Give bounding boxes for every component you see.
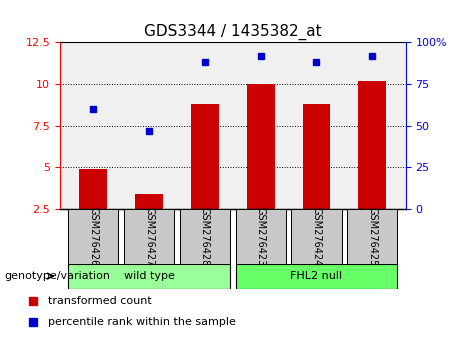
Bar	[302, 104, 331, 209]
Bar	[247, 84, 275, 209]
Bar	[358, 81, 386, 209]
Text: genotype/variation: genotype/variation	[5, 271, 111, 281]
Title: GDS3344 / 1435382_at: GDS3344 / 1435382_at	[144, 23, 322, 40]
Bar	[79, 169, 107, 209]
Text: GSM276426: GSM276426	[89, 207, 98, 266]
FancyBboxPatch shape	[124, 209, 174, 264]
Text: transformed count: transformed count	[48, 296, 152, 306]
FancyBboxPatch shape	[236, 264, 397, 289]
FancyBboxPatch shape	[68, 209, 118, 264]
Text: GSM276428: GSM276428	[200, 207, 210, 266]
Bar	[135, 194, 163, 209]
FancyBboxPatch shape	[347, 209, 397, 264]
Bar	[191, 104, 219, 209]
Text: percentile rank within the sample: percentile rank within the sample	[48, 317, 236, 327]
Text: GSM276423: GSM276423	[256, 207, 266, 266]
FancyBboxPatch shape	[68, 264, 230, 289]
Text: wild type: wild type	[124, 271, 175, 281]
FancyBboxPatch shape	[236, 209, 286, 264]
Text: GSM276425: GSM276425	[367, 207, 377, 266]
Text: FHL2 null: FHL2 null	[290, 271, 343, 281]
Text: GSM276424: GSM276424	[312, 207, 321, 266]
Text: GSM276427: GSM276427	[144, 207, 154, 266]
FancyBboxPatch shape	[180, 209, 230, 264]
FancyBboxPatch shape	[291, 209, 342, 264]
